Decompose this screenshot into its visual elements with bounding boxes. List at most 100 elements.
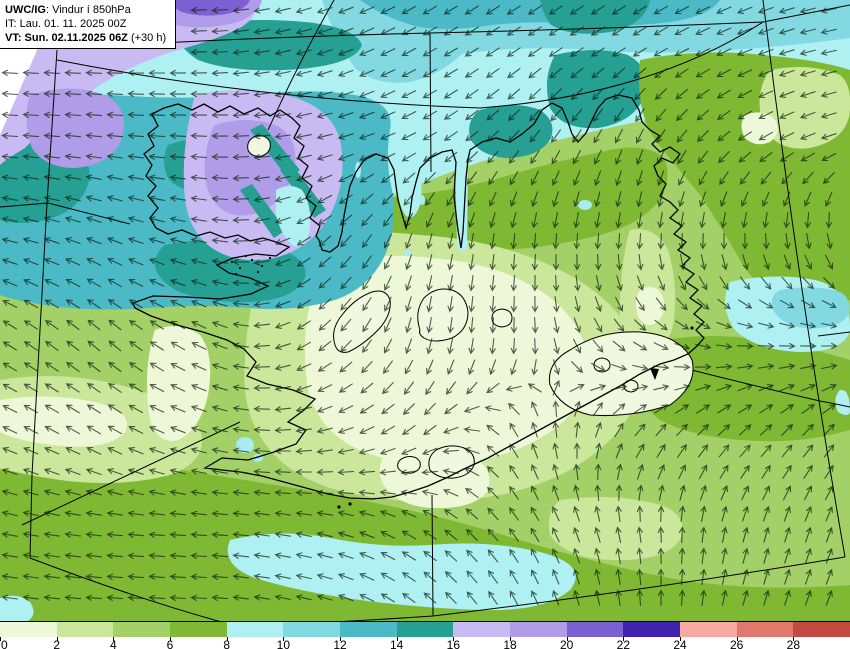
title-box: UWC/IG: Vindur í 850hPa IT: Lau. 01. 11.… — [0, 0, 176, 49]
glacier-outline — [491, 308, 513, 328]
wind-speed-region — [240, 184, 286, 238]
colorbar-segment — [0, 622, 58, 638]
colorbar-segment — [623, 622, 681, 638]
colorbar-segment — [453, 622, 511, 638]
island — [238, 266, 242, 270]
graticule-line — [267, 0, 335, 131]
graticule-line — [159, 4, 850, 44]
colorbar-segment — [113, 622, 171, 638]
wind-speed-region — [759, 67, 850, 149]
colorbar-tick — [453, 637, 455, 641]
island — [337, 505, 341, 509]
colorbar-tick — [793, 637, 795, 641]
graticule-line — [0, 202, 131, 225]
colorbar-tick — [56, 637, 58, 641]
graticule-line — [762, 0, 846, 558]
colorbar-tick — [736, 637, 738, 641]
lake — [419, 195, 425, 205]
colorbar-segment — [396, 622, 454, 638]
wind-speed-region — [548, 496, 683, 561]
colorbar-band — [0, 621, 850, 638]
colorbar-tick — [283, 637, 285, 641]
graticule-line — [21, 421, 241, 526]
colorbar-tick — [510, 637, 511, 641]
lake — [404, 250, 412, 256]
colorbar-segment — [340, 622, 398, 638]
colorbar-segment — [170, 622, 228, 638]
colorbar-label: 22 — [616, 638, 631, 649]
colorbar-label: 8 — [223, 638, 230, 649]
wind-speed-region — [170, 0, 250, 16]
graticule-line — [56, 21, 764, 109]
colorbar-label: 18 — [503, 638, 517, 649]
wind-speed-region — [455, 152, 468, 252]
colorbar-tick — [113, 637, 115, 641]
title-line-valid: VT: Sun. 02.11.2025 06Z (+30 h) — [5, 31, 170, 45]
colorbar-labels: 0 2 4 6 8 10 12 14 16 18 20 22 24 26 28 — [0, 637, 850, 649]
colorbar-segment — [736, 622, 794, 638]
colorbar-tick — [170, 637, 171, 641]
lake — [236, 437, 254, 453]
colorbar-label: 4 — [109, 638, 117, 649]
valid-suffix: (+30 h) — [127, 32, 167, 44]
glacier-outline — [593, 357, 611, 373]
colorbar-label: 20 — [559, 638, 574, 649]
graticule-line — [659, 361, 850, 408]
coastal-headland — [650, 368, 659, 380]
wind-speed-region — [835, 389, 850, 415]
graticule-line — [29, 49, 58, 559]
island — [690, 326, 694, 330]
island — [268, 256, 272, 260]
colorbar-label: 12 — [333, 638, 347, 649]
island — [234, 272, 238, 276]
iceland-coastline — [132, 94, 705, 500]
out-of-domain-wedge — [0, 48, 38, 135]
colorbar-label: 2 — [53, 638, 60, 649]
wind-speed-region — [540, 0, 650, 34]
island — [348, 502, 352, 506]
product-suffix: : Vindur í 850hPa — [45, 4, 131, 16]
wind-map-canvas — [0, 0, 850, 621]
island — [244, 254, 248, 258]
wind-speed-colorbar: 0 2 4 6 8 10 12 14 16 18 20 22 24 26 28 — [0, 621, 850, 649]
colorbar-segment — [283, 622, 341, 638]
colorbar-tick — [680, 637, 681, 641]
colorbar-label: 14 — [389, 638, 404, 649]
colorbar-tick — [0, 637, 1, 641]
colorbar-label: 10 — [276, 638, 291, 649]
graticule-line — [29, 556, 846, 621]
lake — [578, 200, 592, 210]
wind-direction-arrows — [1, 5, 838, 607]
wind-speed-region — [0, 595, 34, 621]
graticule-line — [429, 32, 432, 173]
colorbar-segment — [793, 622, 850, 638]
wind-speed-region — [0, 464, 850, 621]
colorbar-label: 26 — [729, 638, 744, 649]
colorbar-tick — [340, 637, 341, 641]
colorbar-segment — [56, 622, 114, 638]
island — [260, 264, 264, 268]
island — [256, 270, 260, 274]
colorbar-segment — [566, 622, 624, 638]
title-line-product: UWC/IG: Vindur í 850hPa — [5, 3, 170, 17]
colorbar-tick — [396, 637, 398, 641]
colorbar-label: 16 — [446, 638, 461, 649]
colorbar-tick — [623, 637, 625, 641]
colorbar-segment — [226, 622, 284, 638]
colorbar-tick — [226, 637, 228, 641]
colorbar-tick — [566, 637, 568, 641]
wind-speed-region — [635, 286, 665, 325]
colorbar-label: 0 — [1, 638, 8, 649]
graticule-line — [817, 331, 850, 337]
colorbar-segment — [510, 622, 568, 638]
colorbar-label: 28 — [786, 638, 801, 649]
title-line-init: IT: Lau. 01. 11. 2025 00Z — [5, 18, 127, 30]
glacier-outline — [397, 456, 421, 474]
product-code: UWC/IG — [5, 4, 46, 16]
wind-speed-region — [546, 50, 647, 129]
island — [230, 260, 234, 264]
wind-speed-region — [276, 186, 311, 247]
colorbar-segment — [680, 622, 738, 638]
valid-time: VT: Sun. 02.11.2025 06Z — [5, 32, 128, 44]
